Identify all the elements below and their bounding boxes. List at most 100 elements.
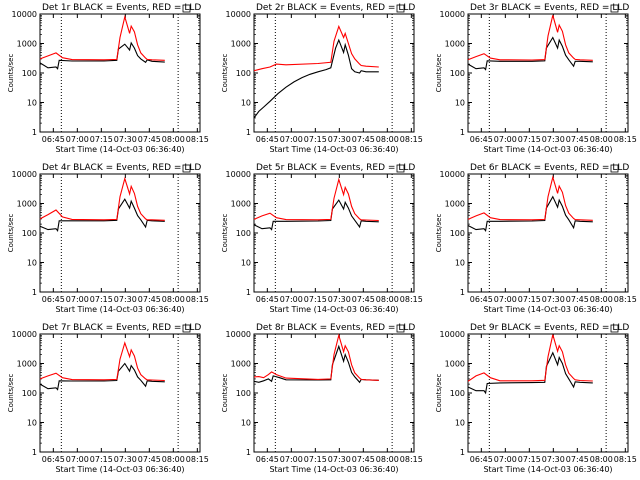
- chart-title: Det 4r BLACK = Events, RED = LLD: [42, 163, 201, 173]
- x-tick-label: 06:45: [470, 135, 493, 144]
- lld-series-line: [39, 14, 165, 61]
- x-tick-label: 08:15: [186, 135, 209, 144]
- plot-frame: [39, 333, 201, 453]
- chart-title: Det 8r BLACK = Events, RED = LLD: [256, 323, 415, 333]
- y-axis-label: Counts/sec: [7, 54, 15, 93]
- y-axis-label: Counts/sec: [7, 214, 15, 253]
- legend-box: [396, 324, 405, 333]
- x-tick-label: 08:00: [590, 295, 613, 304]
- x-tick-label: 08:15: [400, 135, 423, 144]
- events-series-line: [39, 198, 165, 233]
- legend-box: [610, 4, 619, 13]
- y-tick-label: 10000: [226, 330, 251, 339]
- x-tick-label: 07:00: [494, 135, 517, 144]
- x-tick-label: 07:00: [280, 295, 303, 304]
- x-tick-label: 07:30: [328, 295, 351, 304]
- x-tick-label: 07:15: [304, 295, 327, 304]
- x-tick-label: 08:15: [614, 135, 637, 144]
- chart-panel: Det 5r BLACK = Events, RED = LLD 1 10 100 10…: [221, 163, 423, 314]
- lld-series-line: [467, 15, 593, 61]
- chart-panel: Det 1r BLACK = Events, RED = LLD 1 10 100 10…: [7, 3, 209, 154]
- x-tick-label: 06:45: [470, 455, 493, 464]
- chart-panel: Det 2r BLACK = Events, RED = LLD 1 10 100 10…: [221, 3, 423, 154]
- y-tick-label: 10: [241, 259, 251, 268]
- legend-box: [182, 164, 191, 173]
- y-tick-label: 1: [246, 288, 251, 297]
- x-tick-label: 08:15: [614, 455, 637, 464]
- x-tick-label: 08:00: [162, 135, 185, 144]
- x-tick-label: 07:45: [138, 455, 161, 464]
- x-tick-label: 07:30: [328, 135, 351, 144]
- x-tick-label: 08:15: [614, 295, 637, 304]
- y-tick-label: 100: [22, 389, 37, 398]
- chart-panel: Det 8r BLACK = Events, RED = LLD 1 10 100 10…: [221, 323, 423, 474]
- plot-frame: [253, 173, 415, 293]
- y-tick-label: 10000: [440, 330, 465, 339]
- x-tick-label: 07:00: [494, 295, 517, 304]
- x-tick-label: 07:45: [566, 295, 589, 304]
- y-tick-label: 100: [236, 389, 251, 398]
- chart-panel: Det 4r BLACK = Events, RED = LLD 1 10 100 10…: [7, 163, 209, 314]
- legend-box: [396, 4, 405, 13]
- x-tick-label: 07:00: [66, 295, 89, 304]
- y-axis-label: Counts/sec: [435, 54, 443, 93]
- y-tick-label: 10: [455, 99, 465, 108]
- events-series-line: [39, 41, 165, 70]
- y-axis-label: Counts/sec: [221, 374, 229, 413]
- y-tick-label: 1: [32, 128, 37, 137]
- x-axis-label: Start Time (14-Oct-03 06:36:40): [55, 145, 184, 154]
- lld-series-line: [467, 175, 593, 221]
- lld-series-line: [253, 24, 379, 72]
- x-tick-label: 06:45: [42, 135, 65, 144]
- y-tick-label: 10000: [12, 10, 37, 19]
- lld-series-line: [39, 341, 165, 382]
- events-series-line: [253, 344, 379, 384]
- x-tick-label: 08:15: [400, 455, 423, 464]
- plot-frame: [39, 13, 201, 133]
- x-tick-label: 08:00: [376, 455, 399, 464]
- y-axis-label: Counts/sec: [7, 374, 15, 413]
- x-tick-label: 07:45: [352, 455, 375, 464]
- y-tick-label: 1000: [17, 40, 37, 49]
- y-axis-label: Counts/sec: [435, 214, 443, 253]
- y-tick-label: 1000: [17, 360, 37, 369]
- x-tick-label: 07:30: [114, 135, 137, 144]
- x-tick-label: 07:45: [352, 135, 375, 144]
- legend-box: [182, 324, 191, 333]
- y-axis-label: Counts/sec: [435, 374, 443, 413]
- legend-box: [610, 164, 619, 173]
- x-tick-label: 07:45: [138, 135, 161, 144]
- x-tick-label: 07:00: [280, 135, 303, 144]
- y-tick-label: 1000: [231, 360, 251, 369]
- x-axis-label: Start Time (14-Oct-03 06:36:40): [55, 305, 184, 314]
- events-series-line: [467, 195, 593, 233]
- y-tick-label: 10: [27, 259, 37, 268]
- y-axis-label: Counts/sec: [221, 214, 229, 253]
- x-tick-label: 07:00: [66, 135, 89, 144]
- x-tick-label: 08:00: [376, 135, 399, 144]
- events-series-line: [467, 351, 593, 395]
- x-tick-label: 07:45: [138, 295, 161, 304]
- events-series-line: [253, 38, 379, 119]
- y-tick-label: 1000: [231, 200, 251, 209]
- x-tick-label: 08:00: [376, 295, 399, 304]
- legend-box: [396, 164, 405, 173]
- x-tick-label: 06:45: [42, 455, 65, 464]
- plot-frame: [253, 333, 415, 453]
- x-tick-label: 07:00: [66, 455, 89, 464]
- x-axis-label: Start Time (14-Oct-03 06:36:40): [55, 465, 184, 474]
- y-tick-label: 100: [22, 229, 37, 238]
- x-tick-label: 07:15: [518, 135, 541, 144]
- y-tick-label: 10000: [12, 330, 37, 339]
- y-tick-label: 100: [236, 229, 251, 238]
- x-axis-label: Start Time (14-Oct-03 06:36:40): [483, 465, 612, 474]
- x-tick-label: 07:15: [90, 455, 113, 464]
- lld-series-line: [467, 334, 593, 382]
- y-tick-label: 1: [32, 288, 37, 297]
- x-axis-label: Start Time (14-Oct-03 06:36:40): [483, 305, 612, 314]
- x-tick-label: 06:45: [470, 295, 493, 304]
- x-axis-label: Start Time (14-Oct-03 06:36:40): [269, 145, 398, 154]
- x-tick-label: 07:45: [566, 455, 589, 464]
- x-tick-label: 07:00: [494, 455, 517, 464]
